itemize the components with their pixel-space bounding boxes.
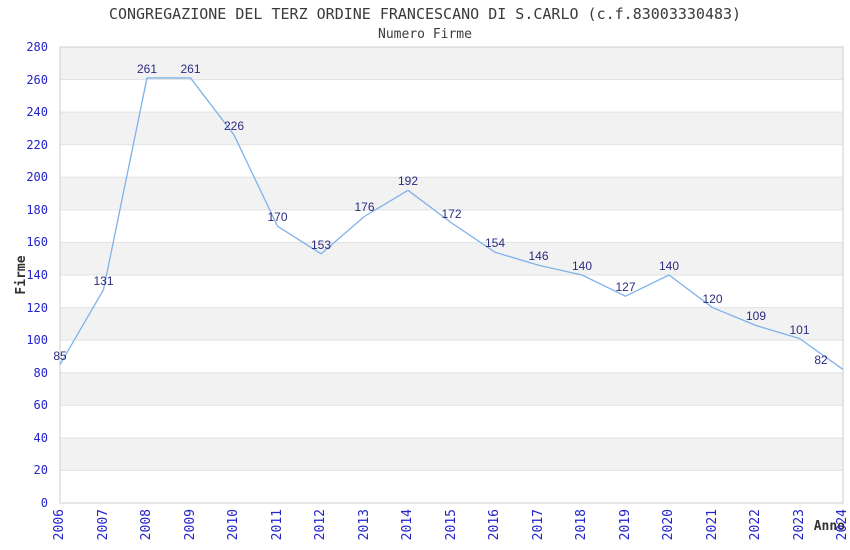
data-label: 154 bbox=[484, 236, 506, 251]
plot-band bbox=[60, 372, 843, 406]
data-label: 140 bbox=[658, 259, 680, 273]
plot-band bbox=[60, 405, 843, 438]
y-tick-label: 140 bbox=[26, 268, 48, 282]
y-tick-label: 0 bbox=[40, 496, 48, 510]
y-tick-label: 20 bbox=[33, 463, 48, 478]
data-label: 120 bbox=[702, 291, 723, 306]
y-tick-label: 280 bbox=[26, 40, 48, 54]
plot-band bbox=[60, 470, 843, 503]
plot-band bbox=[60, 79, 843, 113]
line-series bbox=[59, 77, 844, 370]
data-label: 101 bbox=[789, 322, 810, 337]
plot-band bbox=[60, 275, 843, 308]
x-tick-label: 2015 bbox=[443, 509, 459, 541]
x-tick-label: 2020 bbox=[661, 509, 676, 541]
chart-title: CONGREGAZIONE DEL TERZ ORDINE FRANCESCAN… bbox=[108, 5, 742, 23]
y-tick-label: 60 bbox=[33, 398, 48, 413]
data-label: 176 bbox=[354, 200, 375, 215]
y-tick-label: 240 bbox=[26, 105, 48, 120]
x-tick-label: 2021 bbox=[704, 509, 720, 541]
y-tick-label: 180 bbox=[26, 202, 48, 217]
x-tick-label: 2016 bbox=[487, 509, 502, 541]
x-tick-label: 2013 bbox=[356, 509, 372, 541]
y-tick-label: 160 bbox=[26, 235, 48, 250]
plot-band bbox=[60, 242, 843, 275]
x-tick-label: 2024 bbox=[835, 509, 850, 541]
plot-band bbox=[60, 437, 843, 471]
x-tick-label: 2011 bbox=[269, 509, 285, 541]
data-label: 146 bbox=[528, 249, 549, 264]
data-label: 261 bbox=[136, 61, 158, 76]
x-tick-label: 2018 bbox=[574, 509, 589, 541]
x-tick-label: 2019 bbox=[617, 509, 633, 541]
data-label: 192 bbox=[397, 174, 419, 189]
y-tick-label: 260 bbox=[26, 72, 48, 87]
data-label: 172 bbox=[441, 206, 462, 221]
data-label: 226 bbox=[223, 118, 245, 133]
x-axis-title: Anno bbox=[813, 519, 845, 534]
data-label: 170 bbox=[267, 210, 288, 225]
plot-band bbox=[60, 144, 843, 178]
plot-border bbox=[59, 46, 844, 504]
data-label: 109 bbox=[745, 309, 767, 324]
y-tick-label: 80 bbox=[33, 365, 48, 380]
y-tick-label: 220 bbox=[26, 137, 48, 152]
x-tick-label: 2012 bbox=[313, 509, 328, 541]
x-tick-label: 2023 bbox=[791, 509, 807, 541]
x-tick-label: 2017 bbox=[530, 509, 546, 541]
x-tick-label: 2006 bbox=[52, 509, 67, 541]
plot-band bbox=[60, 307, 843, 341]
plot-band bbox=[60, 209, 843, 243]
y-tick-label: 200 bbox=[26, 170, 48, 185]
data-label: 261 bbox=[180, 61, 201, 76]
data-label: 131 bbox=[93, 273, 114, 288]
y-tick-label: 120 bbox=[26, 300, 48, 315]
data-label: 153 bbox=[310, 237, 332, 252]
data-label: 127 bbox=[615, 280, 636, 295]
x-tick-label: 2010 bbox=[226, 509, 241, 541]
data-label: 82 bbox=[814, 353, 828, 368]
plot-band bbox=[60, 340, 843, 373]
x-tick-label: 2014 bbox=[400, 509, 415, 541]
data-label: 85 bbox=[53, 348, 67, 363]
chart-subtitle: Numero Firme bbox=[378, 27, 472, 42]
x-tick-label: 2008 bbox=[139, 509, 154, 541]
x-tick-label: 2007 bbox=[95, 509, 111, 541]
plot-band bbox=[60, 47, 843, 80]
data-label: 140 bbox=[571, 259, 593, 273]
x-tick-label: 2022 bbox=[748, 509, 763, 541]
x-tick-label: 2009 bbox=[182, 509, 198, 541]
y-tick-label: 40 bbox=[33, 430, 48, 445]
plot-band bbox=[60, 112, 843, 145]
plot-band bbox=[60, 177, 843, 210]
y-tick-label: 100 bbox=[26, 333, 48, 348]
